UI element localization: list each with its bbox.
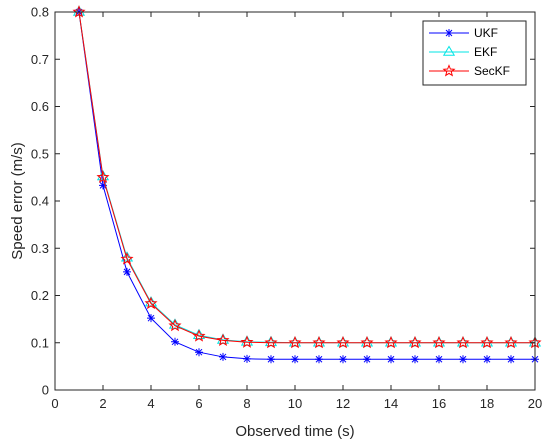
data-point-ukf (315, 355, 323, 364)
data-point-seckf (216, 333, 230, 346)
data-point-seckf (192, 329, 206, 342)
x-tick-label: 10 (288, 396, 302, 411)
data-point-seckf (72, 5, 86, 18)
data-point-seckf (312, 335, 326, 349)
data-point-seckf (360, 335, 374, 349)
data-point-ukf (243, 354, 251, 363)
y-tick-label: 0.5 (31, 146, 49, 161)
data-point-seckf (144, 296, 158, 310)
data-point-ekf (408, 336, 422, 347)
y-tick-label: 0 (42, 383, 49, 398)
data-point-seckf (120, 252, 134, 265)
legend-marker (442, 64, 456, 77)
legend-label: EKF (474, 45, 497, 59)
series-layer (72, 5, 542, 364)
data-point-seckf (408, 335, 422, 349)
x-tick-label: 6 (195, 396, 202, 411)
legend: UKF EKF SecKF (422, 20, 527, 86)
y-tick-label: 0.2 (31, 288, 49, 303)
y-tick-label: 0.7 (31, 52, 49, 67)
y-axis-title: Speed error (m/s) (9, 142, 26, 260)
data-point-seckf (96, 170, 110, 183)
data-point-ekf (504, 336, 518, 347)
data-point-seckf (456, 335, 470, 349)
data-point-ekf (288, 336, 302, 347)
data-point-ekf (456, 336, 470, 347)
legend-box (422, 20, 527, 86)
data-point-ukf (459, 355, 467, 364)
data-point-ukf (195, 348, 203, 357)
data-point-seckf (432, 335, 446, 349)
data-point-ekf (360, 336, 374, 347)
data-point-ekf (432, 336, 446, 347)
x-tick-label: 2 (99, 396, 106, 411)
x-tick-label: 8 (243, 396, 250, 411)
data-point-seckf (384, 335, 398, 349)
legend-marker (442, 45, 456, 56)
y-tick-label: 0.6 (31, 99, 49, 114)
data-point-ukf (171, 337, 179, 346)
x-tick-label: 12 (336, 396, 350, 411)
data-point-ukf (363, 355, 371, 364)
data-point-seckf (168, 318, 182, 332)
y-tick-label: 0.3 (31, 241, 49, 256)
series-line-seckf (78, 11, 535, 344)
data-point-seckf (480, 335, 494, 349)
data-point-ukf (483, 355, 491, 364)
data-point-ukf (219, 352, 227, 361)
x-tick-label: 20 (528, 396, 542, 411)
x-tick-label: 0 (51, 396, 58, 411)
y-tick-label: 0.8 (31, 5, 49, 20)
data-point-seckf (288, 335, 302, 349)
legend-entry-ukf: UKF (429, 26, 498, 40)
legend-label: UKF (474, 26, 498, 40)
x-tick-label: 18 (480, 396, 494, 411)
x-axis-title: Observed time (s) (235, 423, 354, 440)
legend-entry-ekf: EKF (429, 45, 497, 59)
y-axis: 0 0.1 0.2 0.3 0.4 0.5 0.6 0.7 0.8 (31, 5, 535, 398)
y-tick-label: 0.1 (31, 335, 49, 350)
data-point-ekf (480, 336, 494, 347)
data-point-seckf (336, 335, 350, 349)
data-point-ukf (387, 355, 395, 364)
x-axis: 0 2 4 6 8 10 12 14 16 18 20 (51, 12, 542, 411)
y-tick-label: 0.4 (31, 194, 49, 209)
x-tick-label: 4 (147, 396, 154, 411)
x-tick-label: 14 (384, 396, 398, 411)
legend-label: SecKF (474, 64, 510, 78)
data-point-ekf (336, 336, 350, 347)
data-point-ukf (123, 267, 131, 276)
data-point-ukf (147, 314, 155, 323)
data-point-ukf (291, 355, 299, 364)
data-point-ekf (312, 336, 326, 347)
legend-entry-seckf: SecKF (429, 64, 510, 78)
data-point-ukf (411, 355, 419, 364)
legend-marker (445, 29, 453, 37)
data-point-seckf (240, 335, 254, 348)
x-tick-label: 16 (432, 396, 446, 411)
data-point-ukf (339, 355, 347, 364)
data-point-ekf (384, 336, 398, 347)
data-point-ukf (507, 355, 515, 364)
data-point-ukf (99, 181, 107, 190)
data-point-ukf (435, 355, 443, 364)
series-seckf (72, 5, 542, 349)
data-point-seckf (504, 335, 518, 349)
data-point-seckf (264, 335, 278, 349)
data-point-ukf (267, 355, 275, 364)
